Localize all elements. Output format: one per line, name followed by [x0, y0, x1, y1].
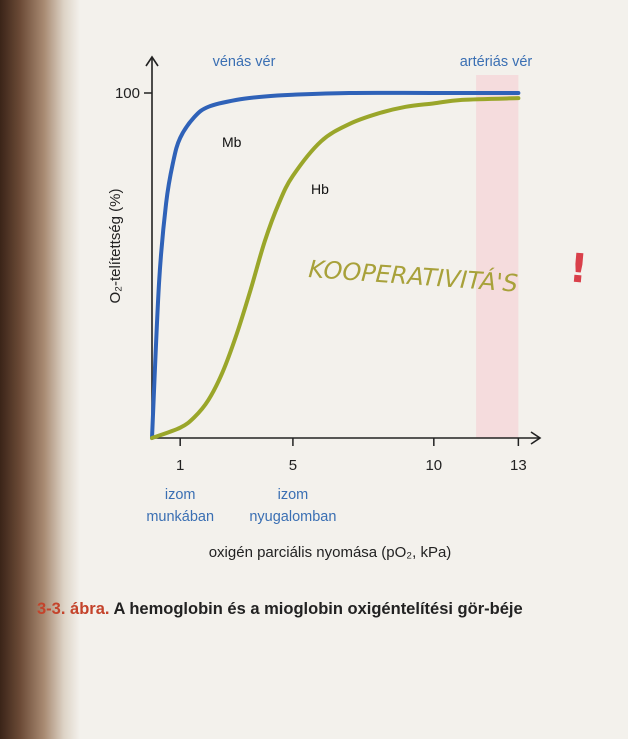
curve-mb — [150, 90, 521, 440]
top-label-venous: vénás vér — [213, 54, 276, 70]
y-axis-title: O₂-telítettség (%) — [107, 188, 124, 303]
x-tick-label: 5 — [289, 457, 297, 474]
x-axis-title: oxigén parciális nyomása (pO₂, kPa) — [209, 544, 452, 561]
x-axis-arrow — [530, 431, 542, 445]
curve-label-mb: Mb — [222, 134, 242, 150]
x-sub-label: nyugalomban — [249, 509, 336, 525]
x-tick-label: 13 — [510, 457, 527, 474]
saturation-chart: 1 5 10 13 100 vénás vér artériás vér Mb Hb … — [107, 54, 590, 561]
curve-label-hb: Hb — [311, 181, 329, 197]
x-sub-label: izom — [165, 487, 196, 503]
y-axis-arrow — [145, 55, 159, 67]
exclamation-mark: ! — [567, 245, 589, 292]
y-tick-label: 100 — [115, 85, 140, 102]
book-spine-shadow — [0, 0, 80, 739]
curve-hb — [150, 96, 521, 440]
arterial-band — [476, 75, 519, 438]
caption-number: 3-3. ábra. — [37, 600, 110, 618]
x-tick-label: 1 — [176, 457, 184, 474]
caption-text: A hemoglobin és a mioglobin oxigéntelíté… — [113, 600, 523, 618]
top-label-arterial: artériás vér — [460, 54, 533, 70]
figure-caption: 3-3. ábra. A hemoglobin és a mioglobin o… — [37, 597, 607, 622]
x-tick-label: 10 — [425, 457, 442, 474]
x-sub-label: munkában — [146, 509, 214, 525]
x-sub-label: izom — [278, 487, 309, 503]
